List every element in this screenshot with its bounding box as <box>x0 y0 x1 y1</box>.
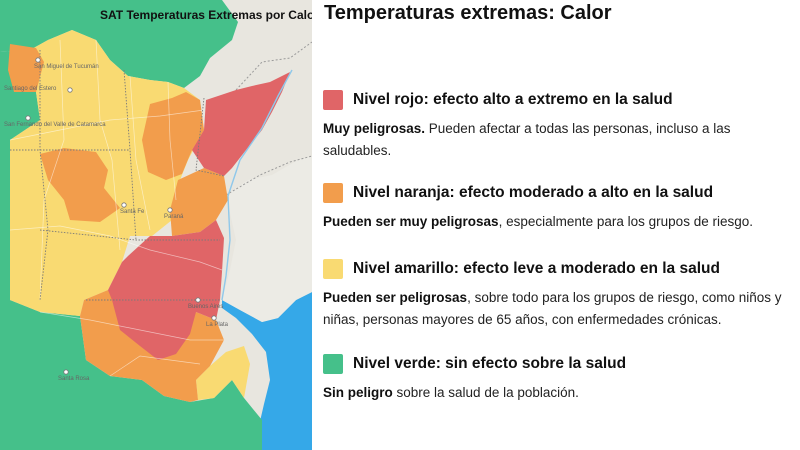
level-description: Pueden ser peligrosas, sobre todo para l… <box>323 287 799 331</box>
swatch-yellow <box>323 259 343 279</box>
level-desc-bold: Muy peligrosas. <box>323 121 426 136</box>
neighbour-country <box>222 156 312 322</box>
level-red: Nivel rojo: efecto alto a extremo en la … <box>323 88 799 162</box>
city-markers <box>25 57 217 375</box>
level-description: Pueden ser muy peligrosas, especialmente… <box>323 211 799 233</box>
border-line <box>235 41 312 91</box>
swatch-green <box>323 354 343 374</box>
level-description: Sin peligro sobre la salud de la poblaci… <box>323 382 799 404</box>
region-orange-tucuman[interactable] <box>8 44 44 92</box>
region-green-west-south[interactable] <box>0 50 262 450</box>
map-canvas: San Miguel de Tucumán Santiago del Ester… <box>0 0 312 450</box>
level-name: Nivel amarillo: efecto leve a moderado e… <box>353 260 720 277</box>
place-label: San Fernando del Valle de Catamarca <box>4 122 106 128</box>
level-desc-rest: sobre la salud de la población. <box>392 385 579 400</box>
region-orange-santafe-north[interactable] <box>142 92 204 180</box>
level-desc-bold: Sin peligro <box>323 385 393 400</box>
place-label: Buenos Aires <box>188 304 223 310</box>
region-yellow-coast[interactable] <box>196 346 250 400</box>
region-orange-entrerios[interactable] <box>170 168 228 236</box>
level-orange: Nivel naranja: efecto moderado a alto en… <box>323 181 799 233</box>
level-name: Nivel rojo: efecto alto a extremo en la … <box>353 91 673 108</box>
level-desc-bold: Pueden ser peligrosas <box>323 290 468 305</box>
map-title: SAT Temperaturas Extremas por Calor <box>100 8 312 22</box>
legend-title: Temperaturas extremas: Calor <box>324 2 612 24</box>
level-yellow: Nivel amarillo: efecto leve a moderado e… <box>323 257 799 331</box>
level-desc-rest: , especialmente para los grupos de riesg… <box>498 214 753 229</box>
region-green-north[interactable] <box>0 0 238 88</box>
region-red-pampa[interactable] <box>108 220 224 360</box>
river <box>221 69 293 301</box>
region-orange-cordoba[interactable] <box>40 148 120 222</box>
level-name: Nivel verde: sin efecto sobre la salud <box>353 355 627 372</box>
place-labels: San Miguel de Tucumán Santiago del Ester… <box>4 64 229 382</box>
level-desc-bold: Pueden ser muy peligrosas <box>323 214 499 229</box>
level-desc-rest: , sobre todo para los grupos de riesgo, … <box>323 290 782 327</box>
place-label: Santa Rosa <box>58 376 90 382</box>
level-green: Nivel verde: sin efecto sobre la salud S… <box>323 352 799 404</box>
place-label: Paraná <box>164 214 184 220</box>
swatch-orange <box>323 183 343 203</box>
place-label: San Miguel de Tucumán <box>34 64 99 70</box>
swatch-red <box>323 90 343 110</box>
ocean <box>222 292 312 450</box>
legend-panel: Temperaturas extremas: Calor Nivel rojo:… <box>312 0 800 450</box>
level-desc-rest: Pueden afectar a todas las personas, inc… <box>323 121 731 158</box>
alert-map[interactable]: San Miguel de Tucumán Santiago del Ester… <box>0 0 312 450</box>
department-lines <box>9 39 224 377</box>
place-label: Santa Fe <box>120 209 145 215</box>
level-description: Muy peligrosas. Pueden afectar a todas l… <box>323 118 799 162</box>
place-label: La Plata <box>206 322 229 328</box>
level-name: Nivel naranja: efecto moderado a alto en… <box>353 184 714 201</box>
region-red-litoral[interactable] <box>192 72 290 176</box>
place-label: Santiago del Estero <box>4 86 57 92</box>
